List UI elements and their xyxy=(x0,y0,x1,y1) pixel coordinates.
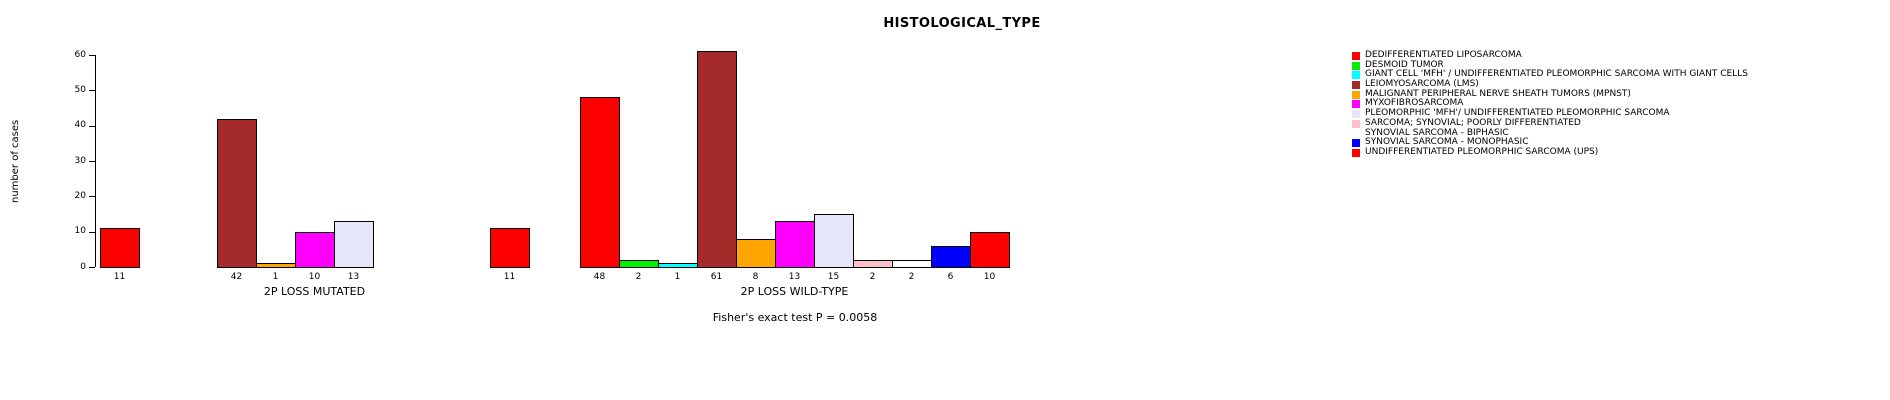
bar xyxy=(814,214,854,268)
legend-item-label: GIANT CELL 'MFH' / UNDIFFERENTIATED PLEO… xyxy=(1365,69,1748,80)
bar xyxy=(580,97,620,268)
legend-item-label: UNDIFFERENTIATED PLEOMORPHIC SARCOMA (UP… xyxy=(1365,146,1599,157)
legend: DEDIFFERENTIATED LIPOSARCOMA DESMOID TUMO… xyxy=(1352,50,1748,158)
bar xyxy=(658,263,698,268)
y-axis-tick xyxy=(89,196,95,198)
legend-item: SYNOVIAL SARCOMA - BIPHASIC xyxy=(1352,127,1748,139)
legend-item: SARCOMA; SYNOVIAL; POORLY DIFFERENTIATED xyxy=(1352,117,1748,129)
bar xyxy=(853,259,893,268)
legend-swatch xyxy=(1352,61,1360,70)
legend-item-label: DEDIFFERENTIATED LIPOSARCOMA xyxy=(1365,50,1522,60)
bar-value-label: 11 xyxy=(503,272,516,282)
legend-item-label: MALIGNANT PERIPHERAL NERVE SHEATH TUMORS… xyxy=(1365,88,1631,99)
legend-swatch xyxy=(1352,51,1360,60)
y-axis-tick-label: 20 xyxy=(74,190,86,201)
y-axis-tick-label: 60 xyxy=(74,49,86,60)
bar-value-label: 15 xyxy=(827,272,840,282)
bar xyxy=(892,259,932,268)
legend-item: MYXOFIBROSARCOMA xyxy=(1352,99,1748,109)
bar xyxy=(256,263,296,268)
legend-swatch xyxy=(1352,129,1360,138)
chart-title: HISTOLOGICAL_TYPE xyxy=(883,16,1041,31)
bar-value-label: 13 xyxy=(788,272,801,282)
bar xyxy=(775,221,815,268)
y-axis-line xyxy=(95,55,96,267)
bar xyxy=(490,228,530,268)
bar xyxy=(334,221,374,268)
bar-value-label: 13 xyxy=(347,272,360,282)
y-axis-tick xyxy=(89,161,95,162)
y-axis-tick-label: 30 xyxy=(74,155,86,166)
bar-value-label: 2 xyxy=(908,272,915,282)
legend-item-label: DESMOID TUMOR xyxy=(1365,59,1444,70)
bar-value-label: 6 xyxy=(947,272,954,282)
y-axis-tick xyxy=(89,55,95,56)
bar-value-label: 11 xyxy=(113,272,126,282)
legend-item: SYNOVIAL SARCOMA - MONOPHASIC xyxy=(1352,137,1748,148)
bar-value-label: 2 xyxy=(635,272,642,282)
x-axis-group-label: 2P LOSS WILD-TYPE xyxy=(740,285,849,298)
y-axis-tick-label: 50 xyxy=(74,84,86,95)
x-axis-group-label: 2P LOSS MUTATED xyxy=(263,285,366,298)
legend-swatch xyxy=(1352,148,1360,157)
legend-item: MALIGNANT PERIPHERAL NERVE SHEATH TUMORS… xyxy=(1352,88,1748,100)
legend-item-label: SYNOVIAL SARCOMA - BIPHASIC xyxy=(1365,127,1509,138)
bar-value-label: 10 xyxy=(983,272,996,282)
legend-swatch xyxy=(1352,109,1360,118)
bar xyxy=(736,238,776,268)
bar-value-label: 8 xyxy=(752,272,759,282)
bar-value-label: 2 xyxy=(869,272,876,282)
bar-value-label: 10 xyxy=(308,272,321,282)
legend-swatch xyxy=(1352,139,1360,148)
bar-value-label: 48 xyxy=(593,272,606,282)
y-axis-tick-label: 10 xyxy=(74,226,86,237)
legend-swatch xyxy=(1352,71,1360,80)
legend-item-label: PLEOMORPHIC 'MFH'/ UNDIFFERENTIATED PLEO… xyxy=(1365,108,1670,119)
bar xyxy=(100,228,140,268)
legend-item-label: SARCOMA; SYNOVIAL; POORLY DIFFERENTIATED xyxy=(1365,117,1581,128)
legend-item: LEIOMYOSARCOMA (LMS) xyxy=(1352,79,1748,90)
legend-swatch xyxy=(1352,100,1360,109)
legend-swatch xyxy=(1352,80,1360,89)
legend-item: DESMOID TUMOR xyxy=(1352,59,1748,71)
bar xyxy=(697,51,737,268)
bar-value-label: 1 xyxy=(272,272,279,282)
legend-swatch xyxy=(1352,119,1360,128)
bar xyxy=(931,245,971,268)
legend-item-label: SYNOVIAL SARCOMA - MONOPHASIC xyxy=(1365,137,1529,148)
legend-item-label: MYXOFIBROSARCOMA xyxy=(1365,98,1464,109)
y-axis-label: number of cases xyxy=(10,119,21,203)
bar-value-label: 1 xyxy=(674,272,681,282)
y-axis-tick xyxy=(89,125,95,127)
legend-item: UNDIFFERENTIATED PLEOMORPHIC SARCOMA (UP… xyxy=(1352,146,1748,158)
bar xyxy=(970,231,1010,268)
legend-item: PLEOMORPHIC 'MFH'/ UNDIFFERENTIATED PLEO… xyxy=(1352,108,1748,119)
bar xyxy=(295,231,335,268)
legend-swatch xyxy=(1352,90,1360,99)
legend-item: GIANT CELL 'MFH' / UNDIFFERENTIATED PLEO… xyxy=(1352,70,1748,80)
legend-item: DEDIFFERENTIATED LIPOSARCOMA xyxy=(1352,50,1748,61)
stat-annotation: Fisher's exact test P = 0.0058 xyxy=(712,311,878,324)
y-axis-tick xyxy=(89,231,95,233)
y-axis-tick-label: 40 xyxy=(74,120,86,131)
bar xyxy=(619,259,659,268)
y-axis-tick xyxy=(89,267,95,268)
bar-value-label: 61 xyxy=(710,272,723,282)
bar-value-label: 42 xyxy=(230,272,243,282)
bar xyxy=(217,118,257,268)
legend-item-label: LEIOMYOSARCOMA (LMS) xyxy=(1365,79,1479,90)
y-axis-tick xyxy=(89,90,95,92)
y-axis-tick-label: 0 xyxy=(80,261,86,272)
